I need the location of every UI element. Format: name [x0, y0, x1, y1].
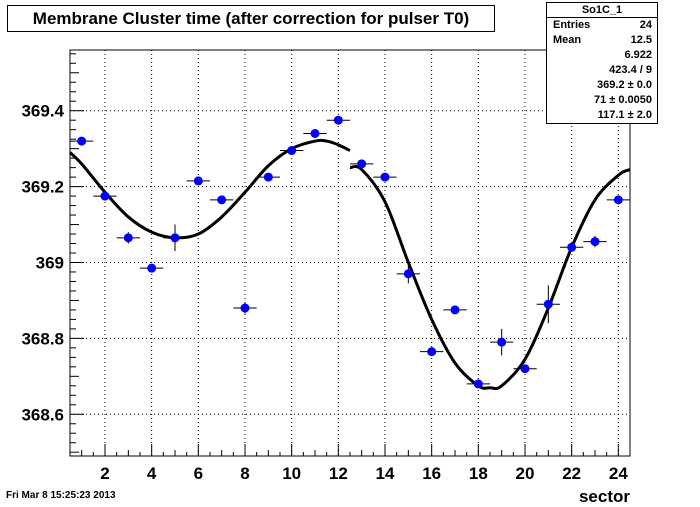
marker: [240, 303, 250, 313]
data-point: [350, 159, 374, 169]
tick-labels: 2 4 6 8 10 12 14 16 18 20 22 24368.6368.8369369.236…: [21, 102, 628, 483]
stats-row: Mean 12.5: [547, 33, 657, 48]
data-point: [583, 235, 607, 248]
stats-value: 117.1 ± 2.0: [597, 109, 652, 121]
stats-row: 117.1 ± 2.0: [547, 108, 657, 123]
x-tick-label: 4: [147, 464, 157, 483]
stats-box-title: So1C_1: [547, 3, 657, 18]
stats-row: 71 ± 0.0050: [547, 93, 657, 108]
marker: [310, 128, 320, 138]
stats-row: Entries 24: [547, 18, 657, 33]
marker: [333, 115, 343, 125]
data-points: [70, 115, 630, 389]
marker: [403, 269, 413, 279]
grid-lines: [70, 50, 630, 456]
marker: [147, 263, 157, 273]
x-axis-label: sector: [579, 487, 630, 506]
y-tick-label: 368.8: [21, 329, 64, 348]
marker: [100, 191, 110, 201]
data-point: [186, 176, 210, 186]
stats-row: 6.922: [547, 48, 657, 63]
data-point: [116, 232, 140, 244]
marker: [567, 242, 577, 252]
data-point: [490, 328, 514, 356]
fit-curve: [349, 165, 631, 391]
data-point: [373, 172, 397, 182]
stats-value: 71 ± 0.0050: [593, 94, 652, 106]
fit-curve: [68, 138, 351, 240]
data-point: [560, 242, 584, 252]
data-point: [606, 195, 630, 205]
marker: [217, 195, 227, 205]
y-tick-label: 369: [36, 253, 64, 272]
y-tick-label: 369.4: [21, 102, 64, 121]
stats-value: 24: [639, 19, 652, 31]
data-point: [396, 264, 420, 284]
x-tick-label: 14: [376, 464, 395, 483]
marker: [520, 364, 530, 374]
marker: [357, 159, 367, 169]
x-tick-label: 24: [609, 464, 628, 483]
data-point: [466, 379, 490, 389]
marker: [263, 172, 273, 182]
x-tick-label: 18: [469, 464, 488, 483]
data-point: [163, 224, 187, 252]
data-point: [140, 263, 164, 273]
marker: [590, 237, 600, 247]
x-tick-label: 10: [282, 464, 301, 483]
x-tick-label: 8: [240, 464, 249, 483]
data-point: [303, 128, 327, 138]
stats-row: 423.4 / 9: [547, 63, 657, 78]
marker: [193, 176, 203, 186]
marker: [450, 305, 460, 315]
data-point: [443, 305, 467, 315]
marker: [543, 299, 553, 309]
marker: [473, 379, 483, 389]
stats-box: So1C_1 Entries 24 Mean 12.5 6.922 423.4 …: [546, 2, 658, 124]
x-tick-label: 16: [422, 464, 441, 483]
x-tick-label: 20: [516, 464, 535, 483]
data-point: [70, 136, 94, 146]
stats-value: 423.4 / 9: [609, 64, 652, 76]
timestamp: Fri Mar 8 15:25:23 2013: [6, 490, 116, 501]
y-tick-label: 369.2: [21, 178, 64, 197]
marker: [287, 146, 297, 156]
y-tick-label: 368.6: [21, 405, 64, 424]
stats-value: 6.922: [624, 49, 652, 61]
data-point: [256, 172, 280, 182]
data-point: [233, 302, 257, 314]
data-point: [280, 146, 304, 156]
stats-row: 369.2 ± 0.0: [547, 78, 657, 93]
marker: [427, 347, 437, 357]
data-point: [536, 285, 560, 324]
marker: [380, 172, 390, 182]
x-tick-label: 22: [562, 464, 581, 483]
x-tick-label: 12: [329, 464, 348, 483]
marker: [613, 195, 623, 205]
data-point: [513, 364, 537, 374]
stats-value: 12.5: [630, 34, 652, 46]
data-point: [326, 115, 350, 125]
fit-curves: [68, 138, 631, 391]
x-tick-label: 6: [194, 464, 203, 483]
data-point: [93, 191, 117, 201]
marker: [497, 337, 507, 347]
stats-key: Entries: [553, 19, 591, 31]
data-point: [420, 347, 444, 357]
axis-ticks: [70, 53, 619, 456]
marker: [170, 233, 180, 243]
marker: [77, 136, 87, 146]
data-point: [210, 195, 234, 205]
x-tick-label: 2: [100, 464, 109, 483]
chart-title: Membrane Cluster time (after correction …: [7, 5, 495, 32]
stats-value: 369.2 ± 0.0: [597, 79, 652, 91]
marker: [123, 233, 133, 243]
stats-key: Mean: [553, 34, 582, 46]
